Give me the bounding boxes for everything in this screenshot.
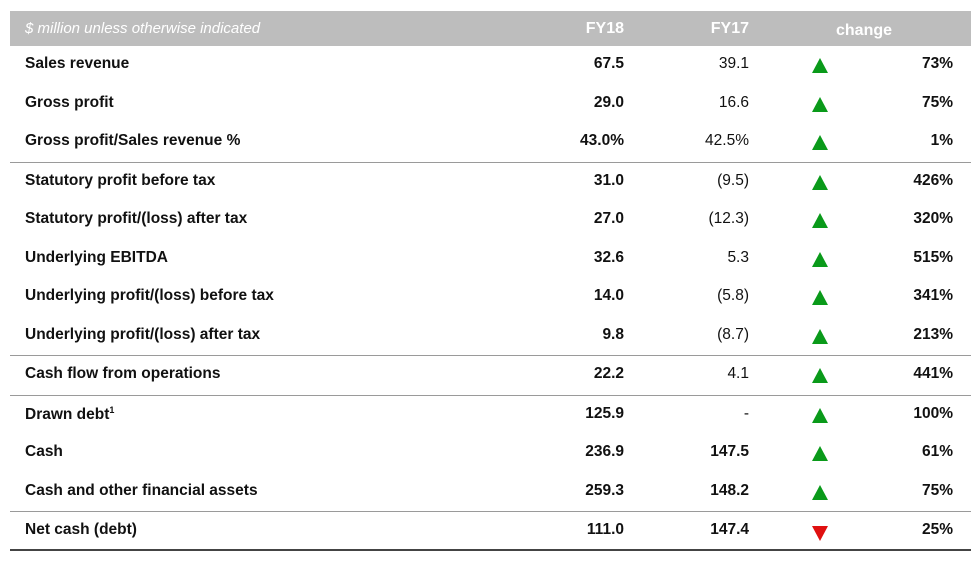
- row-label: Gross profit: [25, 93, 114, 111]
- row-label: Statutory profit before tax: [25, 171, 216, 189]
- triangle-up-icon: [812, 290, 828, 305]
- value-fy18: 22.2: [593, 365, 624, 382]
- table-row: Underlying profit/(loss) after tax 9.8 (8.…: [10, 317, 971, 356]
- footnote-marker: 1: [109, 404, 115, 415]
- table-row: Gross profit/Sales revenue % 43.0% 42.5% 1%: [10, 123, 971, 162]
- value-fy17: (9.5): [717, 171, 749, 189]
- value-fy18: 259.3: [585, 481, 624, 499]
- table-row: Underlying EBITDA 32.6 5.3 515%: [10, 240, 971, 279]
- value-fy17: -: [743, 404, 749, 422]
- triangle-up-icon: [812, 368, 828, 383]
- value-change: 426%: [913, 171, 953, 189]
- value-change: 515%: [913, 248, 953, 266]
- value-change: 100%: [913, 404, 953, 422]
- row-label: Sales revenue: [25, 55, 130, 72]
- value-change: 213%: [913, 325, 953, 343]
- triangle-up-icon: [812, 58, 828, 73]
- row-label: Underlying profit/(loss) after tax: [25, 325, 261, 343]
- value-fy18: 9.8: [602, 325, 624, 343]
- value-change: 341%: [913, 287, 953, 304]
- row-label: Statutory profit/(loss) after tax: [25, 210, 248, 227]
- value-fy18: 111.0: [586, 521, 624, 538]
- value-change: 61%: [921, 443, 953, 460]
- value-fy18: 236.9: [585, 443, 624, 460]
- value-fy18: 31.0: [593, 171, 624, 189]
- value-fy18: 43.0%: [580, 132, 624, 149]
- value-fy17: 148.2: [710, 481, 749, 499]
- table-row: Net cash (debt) 111.0 147.4 25%: [10, 511, 971, 551]
- table-row: Statutory profit/(loss) after tax 27.0 (12…: [10, 201, 971, 240]
- value-fy18: 27.0: [593, 210, 624, 227]
- value-change: 1%: [930, 132, 953, 149]
- header-fy17: FY17: [710, 20, 749, 37]
- triangle-up-icon: [812, 251, 828, 267]
- row-label: Underlying profit/(loss) before tax: [25, 287, 274, 304]
- value-change: 320%: [913, 210, 953, 227]
- triangle-down-icon: [812, 526, 828, 541]
- table-row: Underlying profit/(loss) before tax 14.0 (…: [10, 278, 971, 317]
- value-fy17: 147.5: [710, 443, 749, 460]
- row-label: Cash and other financial assets: [25, 481, 258, 499]
- row-label: Net cash (debt): [25, 521, 137, 538]
- triangle-up-icon: [812, 407, 828, 423]
- triangle-up-icon: [812, 213, 828, 228]
- table-row: Gross profit 29.0 16.6 75%: [10, 85, 971, 124]
- header-fy18: FY18: [585, 20, 624, 37]
- value-fy17: 39.1: [718, 55, 749, 72]
- value-change: 441%: [913, 365, 953, 382]
- value-fy18: 125.9: [585, 404, 624, 422]
- row-label: Drawn debt1: [25, 404, 115, 423]
- table-row: Statutory profit before tax 31.0 (9.5) 426%: [10, 161, 971, 202]
- row-label: Underlying EBITDA: [25, 248, 168, 266]
- value-fy17: (12.3): [708, 210, 750, 227]
- value-fy17: 16.6: [718, 93, 749, 111]
- value-change: 73%: [921, 55, 953, 72]
- triangle-up-icon: [812, 96, 828, 112]
- financial-table: $ million unless otherwise indicated FY1…: [10, 11, 971, 551]
- triangle-up-icon: [812, 174, 828, 190]
- value-change: 75%: [921, 481, 953, 499]
- table-header: $ million unless otherwise indicated FY1…: [10, 11, 971, 46]
- table-row: Cash and other financial assets 259.3 148.…: [10, 473, 971, 512]
- row-label: Cash flow from operations: [25, 365, 221, 382]
- value-fy17: 147.4: [710, 521, 749, 538]
- header-caption: $ million unless otherwise indicated: [25, 20, 261, 37]
- triangle-up-icon: [812, 328, 828, 344]
- row-label: Gross profit/Sales revenue %: [25, 132, 241, 149]
- table-row: Drawn debt1 125.9 - 100%: [10, 394, 971, 435]
- value-change: 75%: [921, 93, 953, 111]
- value-fy18: 67.5: [593, 55, 624, 72]
- value-fy18: 14.0: [593, 287, 624, 304]
- table-row: Cash 236.9 147.5 61%: [10, 434, 971, 473]
- value-fy17: 4.1: [727, 365, 749, 382]
- value-change: 25%: [921, 521, 953, 538]
- row-label: Cash: [25, 443, 63, 460]
- table-row: Cash flow from operations 22.2 4.1 441%: [10, 355, 971, 395]
- triangle-up-icon: [812, 135, 828, 150]
- value-fy17: (5.8): [717, 287, 749, 304]
- value-fy17: 42.5%: [705, 132, 749, 149]
- table-body: Sales revenue 67.5 39.1 73% Gross profit 29.0…: [10, 46, 971, 551]
- value-fy18: 32.6: [593, 248, 624, 266]
- header-change: change: [836, 22, 893, 39]
- value-fy17: (8.7): [717, 325, 749, 343]
- table-row: Sales revenue 67.5 39.1 73%: [10, 46, 971, 85]
- triangle-up-icon: [812, 446, 828, 461]
- value-fy17: 5.3: [727, 248, 749, 266]
- value-fy18: 29.0: [593, 93, 624, 111]
- bottom-rule: [10, 549, 971, 551]
- triangle-up-icon: [812, 484, 828, 500]
